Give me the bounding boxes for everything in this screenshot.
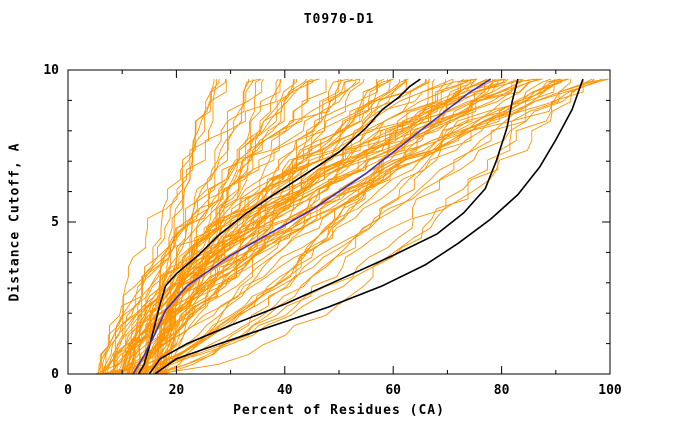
prediction-curve	[146, 78, 522, 374]
blue-reference-curve	[132, 78, 492, 374]
prediction-curve	[160, 78, 353, 374]
x-tick-label: 100	[598, 383, 622, 398]
prediction-curve	[157, 78, 608, 374]
curves-layer	[95, 78, 609, 374]
prediction-curve	[100, 78, 465, 374]
prediction-curve	[114, 78, 552, 374]
prediction-curve	[156, 78, 487, 374]
prediction-curve	[139, 78, 509, 374]
chart-title: T0970-D1	[303, 12, 375, 27]
prediction-curve	[121, 78, 472, 374]
prediction-curve	[120, 78, 543, 374]
prediction-curve	[97, 78, 394, 374]
black-model-3-curve	[154, 78, 584, 374]
x-tick-label: 0	[64, 383, 72, 398]
y-tick-label: 10	[43, 63, 59, 78]
prediction-curve	[145, 79, 559, 374]
prediction-curve	[143, 79, 215, 374]
x-tick-label: 80	[494, 383, 510, 398]
prediction-curve	[102, 78, 385, 374]
prediction-curve	[164, 79, 281, 374]
prediction-curve	[135, 79, 295, 374]
prediction-curve	[100, 79, 595, 374]
prediction-curve	[164, 79, 357, 374]
prediction-curve	[131, 78, 506, 374]
prediction-curve	[149, 79, 408, 374]
prediction-curve	[128, 79, 584, 374]
prediction-curve	[129, 78, 453, 374]
x-tick-label: 60	[385, 383, 401, 398]
prediction-curve	[113, 79, 530, 374]
prediction-curve	[139, 79, 391, 374]
y-tick-label: 0	[51, 367, 59, 382]
y-tick-label: 5	[51, 215, 59, 230]
prediction-curve	[141, 79, 515, 374]
prediction-curve	[157, 79, 572, 374]
axis-ticks	[67, 69, 611, 375]
prediction-curve	[97, 78, 312, 374]
black-model-2-curve	[148, 78, 519, 374]
prediction-curve	[138, 79, 342, 374]
prediction-curve	[155, 78, 279, 374]
prediction-curve	[102, 78, 477, 374]
black-model-1-curve	[137, 78, 421, 374]
prediction-curve	[126, 79, 474, 374]
prediction-curve	[128, 79, 468, 374]
prediction-curve	[159, 79, 555, 374]
prediction-curve	[128, 78, 540, 374]
prediction-curve	[134, 79, 227, 374]
prediction-curve	[147, 79, 220, 374]
prediction-curve	[158, 79, 339, 374]
prediction-curve	[117, 79, 218, 374]
prediction-curve	[104, 79, 226, 374]
x-tick-label: 40	[277, 383, 293, 398]
x-axis-label: Percent of Residues (CA)	[233, 403, 445, 418]
x-tick-label: 20	[169, 383, 185, 398]
prediction-curve	[107, 79, 494, 374]
prediction-curve	[130, 78, 477, 374]
prediction-curve	[149, 78, 308, 374]
